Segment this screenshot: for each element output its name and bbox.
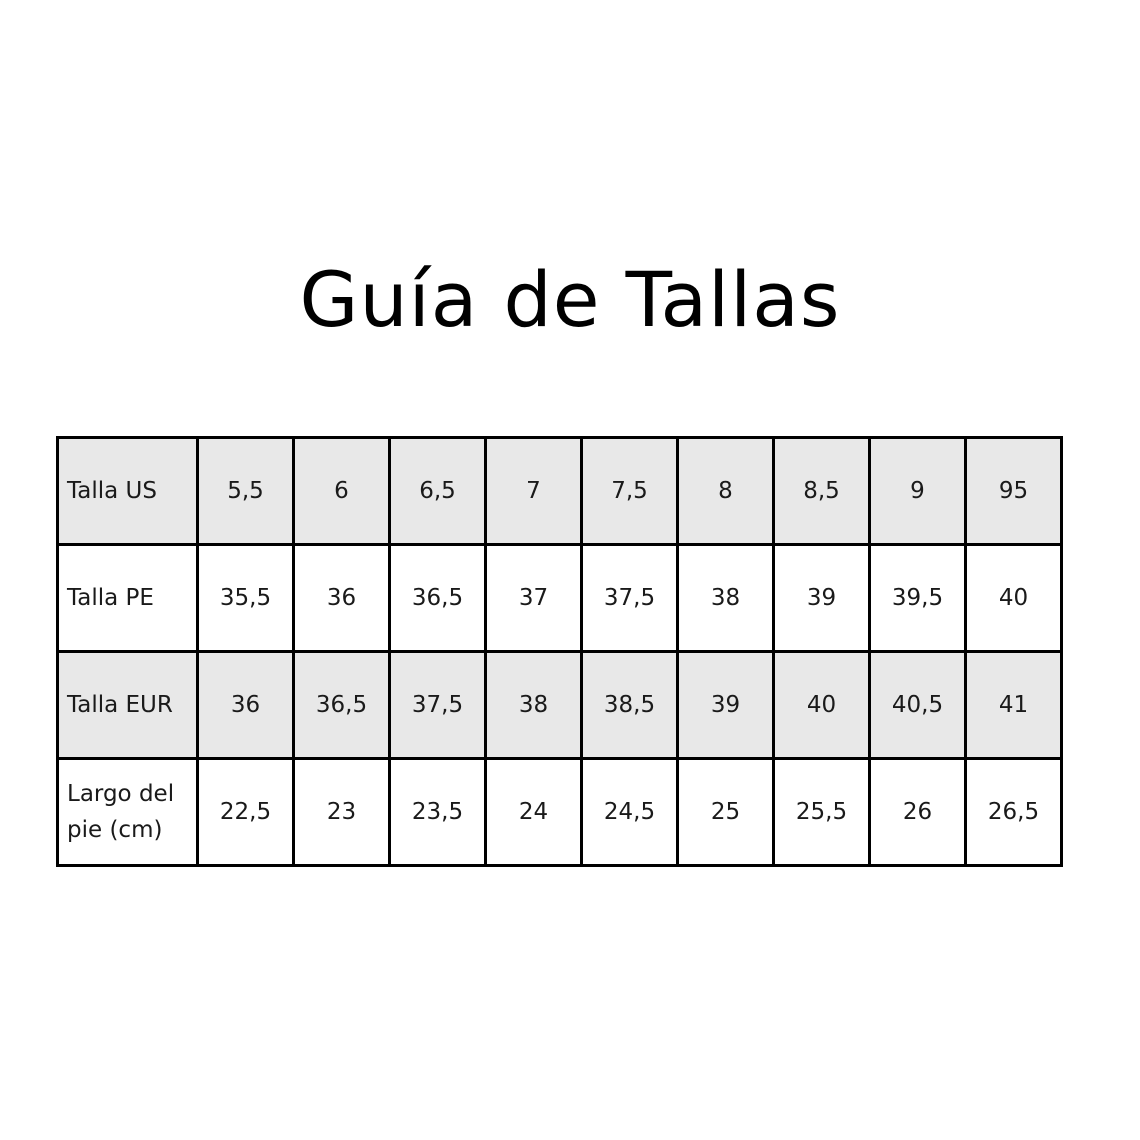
table-cell: 36,5 (292, 650, 391, 760)
table-row: Talla PE 35,5 36 36,5 37 37,5 38 39 39,5 40 (56, 543, 1063, 653)
table-cell: 38 (676, 543, 775, 653)
table-cell: 5,5 (196, 436, 295, 546)
table-row: Talla EUR 36 36,5 37,5 38 38,5 39 40 40,5 41 (56, 650, 1063, 760)
table-cell: 8,5 (772, 436, 871, 546)
table-cell: 37 (484, 543, 583, 653)
table-cell: 23,5 (388, 757, 487, 867)
table-cell: 40,5 (868, 650, 967, 760)
table-cell: 9 (868, 436, 967, 546)
row-header: Largo del pie (cm) (56, 757, 199, 867)
table-cell: 25,5 (772, 757, 871, 867)
table-cell: 39,5 (868, 543, 967, 653)
table-cell: 38,5 (580, 650, 679, 760)
table-cell: 7 (484, 436, 583, 546)
table-cell: 8 (676, 436, 775, 546)
table-cell: 37,5 (580, 543, 679, 653)
page-title: Guía de Tallas (299, 255, 841, 344)
table-cell: 39 (772, 543, 871, 653)
row-header: Talla PE (56, 543, 199, 653)
table-cell: 38 (484, 650, 583, 760)
table-cell: 36 (292, 543, 391, 653)
table-cell: 41 (964, 650, 1063, 760)
row-header: Talla US (56, 436, 199, 546)
table-cell: 6,5 (388, 436, 487, 546)
table-cell: 35,5 (196, 543, 295, 653)
table-cell: 23 (292, 757, 391, 867)
table-cell: 37,5 (388, 650, 487, 760)
table-cell: 26,5 (964, 757, 1063, 867)
table-cell: 7,5 (580, 436, 679, 546)
table-cell: 22,5 (196, 757, 295, 867)
table-row: Largo del pie (cm) 22,5 23 23,5 24 24,5 25 25,5… (56, 757, 1063, 867)
row-header: Talla EUR (56, 650, 199, 760)
table-cell: 25 (676, 757, 775, 867)
table-cell: 40 (772, 650, 871, 760)
size-table: Talla US 5,5 6 6,5 7 7,5 8 8,5 9 95 Talla PE 35,5 36… (56, 436, 1063, 867)
table-cell: 24 (484, 757, 583, 867)
table-cell: 39 (676, 650, 775, 760)
table-cell: 36 (196, 650, 295, 760)
table-cell: 40 (964, 543, 1063, 653)
table-row: Talla US 5,5 6 6,5 7 7,5 8 8,5 9 95 (56, 436, 1063, 546)
table-cell: 36,5 (388, 543, 487, 653)
table-cell: 6 (292, 436, 391, 546)
table-cell: 95 (964, 436, 1063, 546)
table-cell: 26 (868, 757, 967, 867)
table-cell: 24,5 (580, 757, 679, 867)
